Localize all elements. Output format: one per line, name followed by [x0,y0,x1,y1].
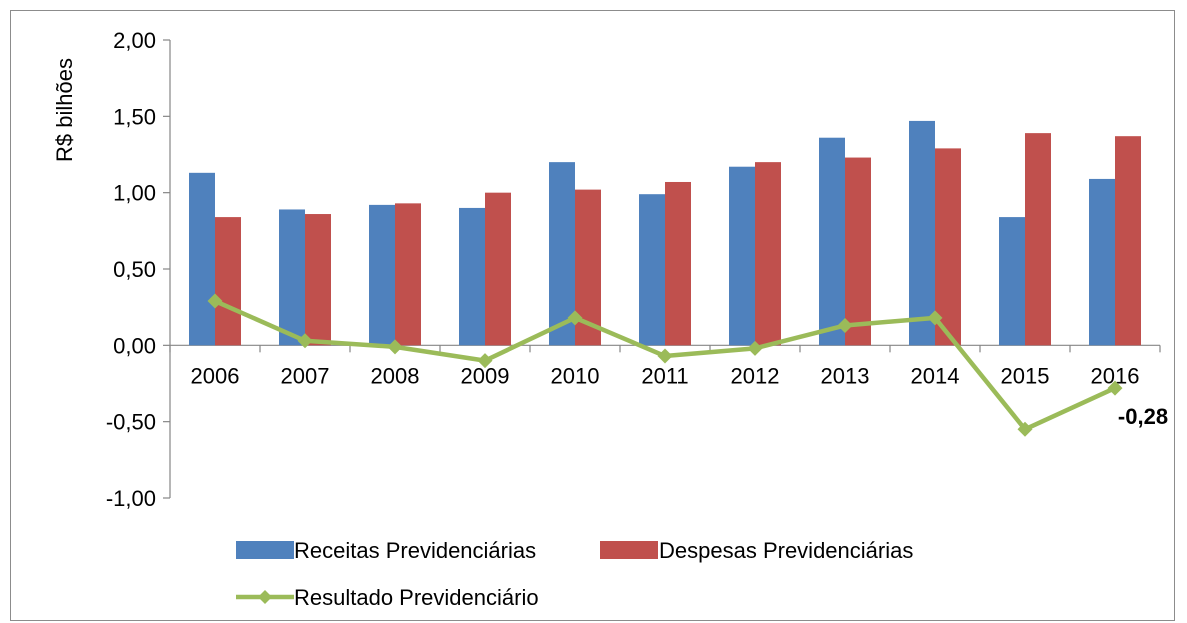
legend-label: Resultado Previdenciário [294,585,539,610]
x-tick-label: 2007 [281,363,330,388]
bar [369,204,395,346]
legend-label: Receitas Previdenciárias [294,538,536,563]
x-tick-label: 2012 [731,363,780,388]
legend: Receitas Previdenciárias Despesas Previde… [236,538,913,610]
line-series [207,293,1123,437]
y-axis: 2,00 1,50 1,00 0,50 0,00 -0,50 -1,00 [106,28,171,511]
line-point [477,353,493,369]
annotations: -0,28 [1118,404,1168,429]
line-point [747,340,763,356]
bar [279,209,305,346]
line-point [1107,380,1123,396]
bar [459,207,485,346]
x-tick-label: 2015 [1001,363,1050,388]
y-tick-label: 1,00 [113,181,156,206]
bar [819,137,845,346]
line-point [657,348,673,364]
x-tick-label: 2008 [371,363,420,388]
line-point [207,293,223,309]
bar [999,217,1025,346]
bars [189,120,1141,346]
bar [665,181,691,346]
x-axis: 2006 2007 2008 2009 2010 2011 2012 2013 2014 2015… [169,344,1161,388]
line-point [837,317,853,333]
bar [305,214,331,346]
x-tick-label: 2010 [551,363,600,388]
bar [189,172,215,346]
x-tick-label: 2011 [641,363,688,388]
line-point [927,310,943,326]
bar [215,217,241,346]
y-tick-label: 2,00 [113,28,156,53]
bar [909,120,935,346]
bar [485,192,511,346]
bar [395,203,421,346]
bar [1089,178,1115,346]
bar [1025,133,1051,346]
legend-marker [258,590,272,604]
bar [639,194,665,346]
line-point [1017,421,1033,437]
line-point [297,333,313,349]
bar [935,148,961,346]
bar [1115,136,1141,346]
y-tick-label: -0,50 [106,410,156,435]
legend-swatch [236,541,294,559]
x-tick-label: 2013 [821,363,870,388]
y-tick-label: 1,50 [113,104,156,129]
bar [729,166,755,346]
y-tick-label: -1,00 [106,486,156,511]
x-tick-label: 2006 [191,363,240,388]
bar [755,162,781,346]
x-tick-label: 2014 [911,363,960,388]
legend-label: Despesas Previdenciárias [659,538,913,563]
y-tick-label: 0,00 [113,333,156,358]
line-point [387,339,403,355]
line-point [567,310,583,326]
bar [845,157,871,346]
legend-swatch [600,541,658,559]
data-label: -0,28 [1118,404,1168,429]
y-axis-label: R$ bilhões [52,58,77,162]
y-tick-label: 0,50 [113,257,156,282]
